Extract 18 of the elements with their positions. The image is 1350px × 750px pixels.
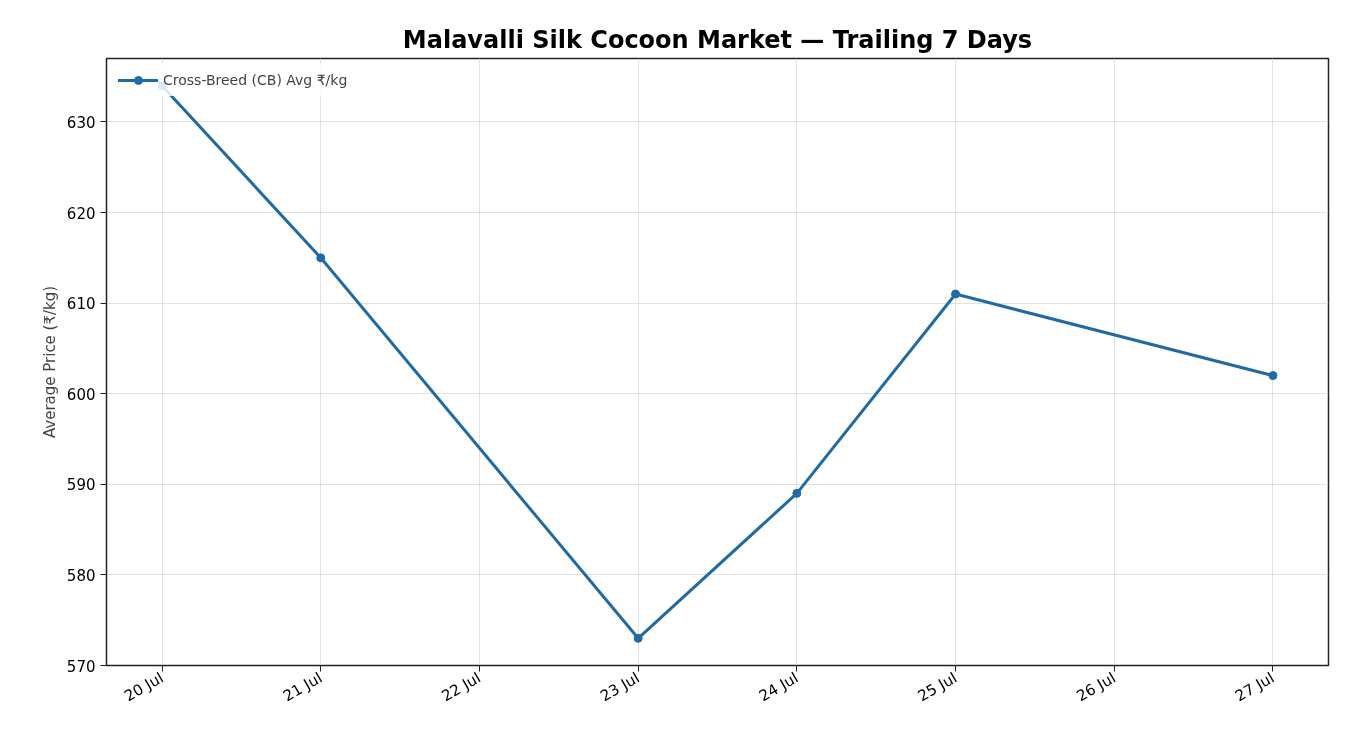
x-tick-label: 24 Jul bbox=[756, 668, 802, 706]
x-tick-label: 23 Jul bbox=[597, 668, 643, 706]
y-tick-label: 610 bbox=[66, 295, 96, 314]
y-tick-label: 620 bbox=[66, 204, 96, 223]
x-tick-label: 22 Jul bbox=[438, 668, 484, 706]
y-axis-title: Average Price (₹/kg) bbox=[40, 285, 59, 439]
x-tick-label: 27 Jul bbox=[1232, 668, 1278, 706]
legend-label: Cross-Breed (CB) Avg ₹/kg bbox=[163, 72, 348, 88]
y-tick-label: 570 bbox=[66, 657, 96, 676]
x-tick-label: 21 Jul bbox=[279, 668, 326, 706]
chart-title: Malavalli Silk Cocoon Market — Trailing 7 Days bbox=[402, 25, 1033, 54]
x-tick-label: 26 Jul bbox=[1073, 668, 1119, 706]
x-tick-label: 25 Jul bbox=[914, 668, 961, 706]
y-tick-label: 600 bbox=[66, 385, 96, 404]
y-tick-label: 630 bbox=[66, 113, 96, 132]
y-tick-label: 580 bbox=[66, 566, 96, 585]
x-tick-label: 20 Jul bbox=[121, 668, 167, 706]
y-tick-label: 590 bbox=[66, 476, 96, 495]
